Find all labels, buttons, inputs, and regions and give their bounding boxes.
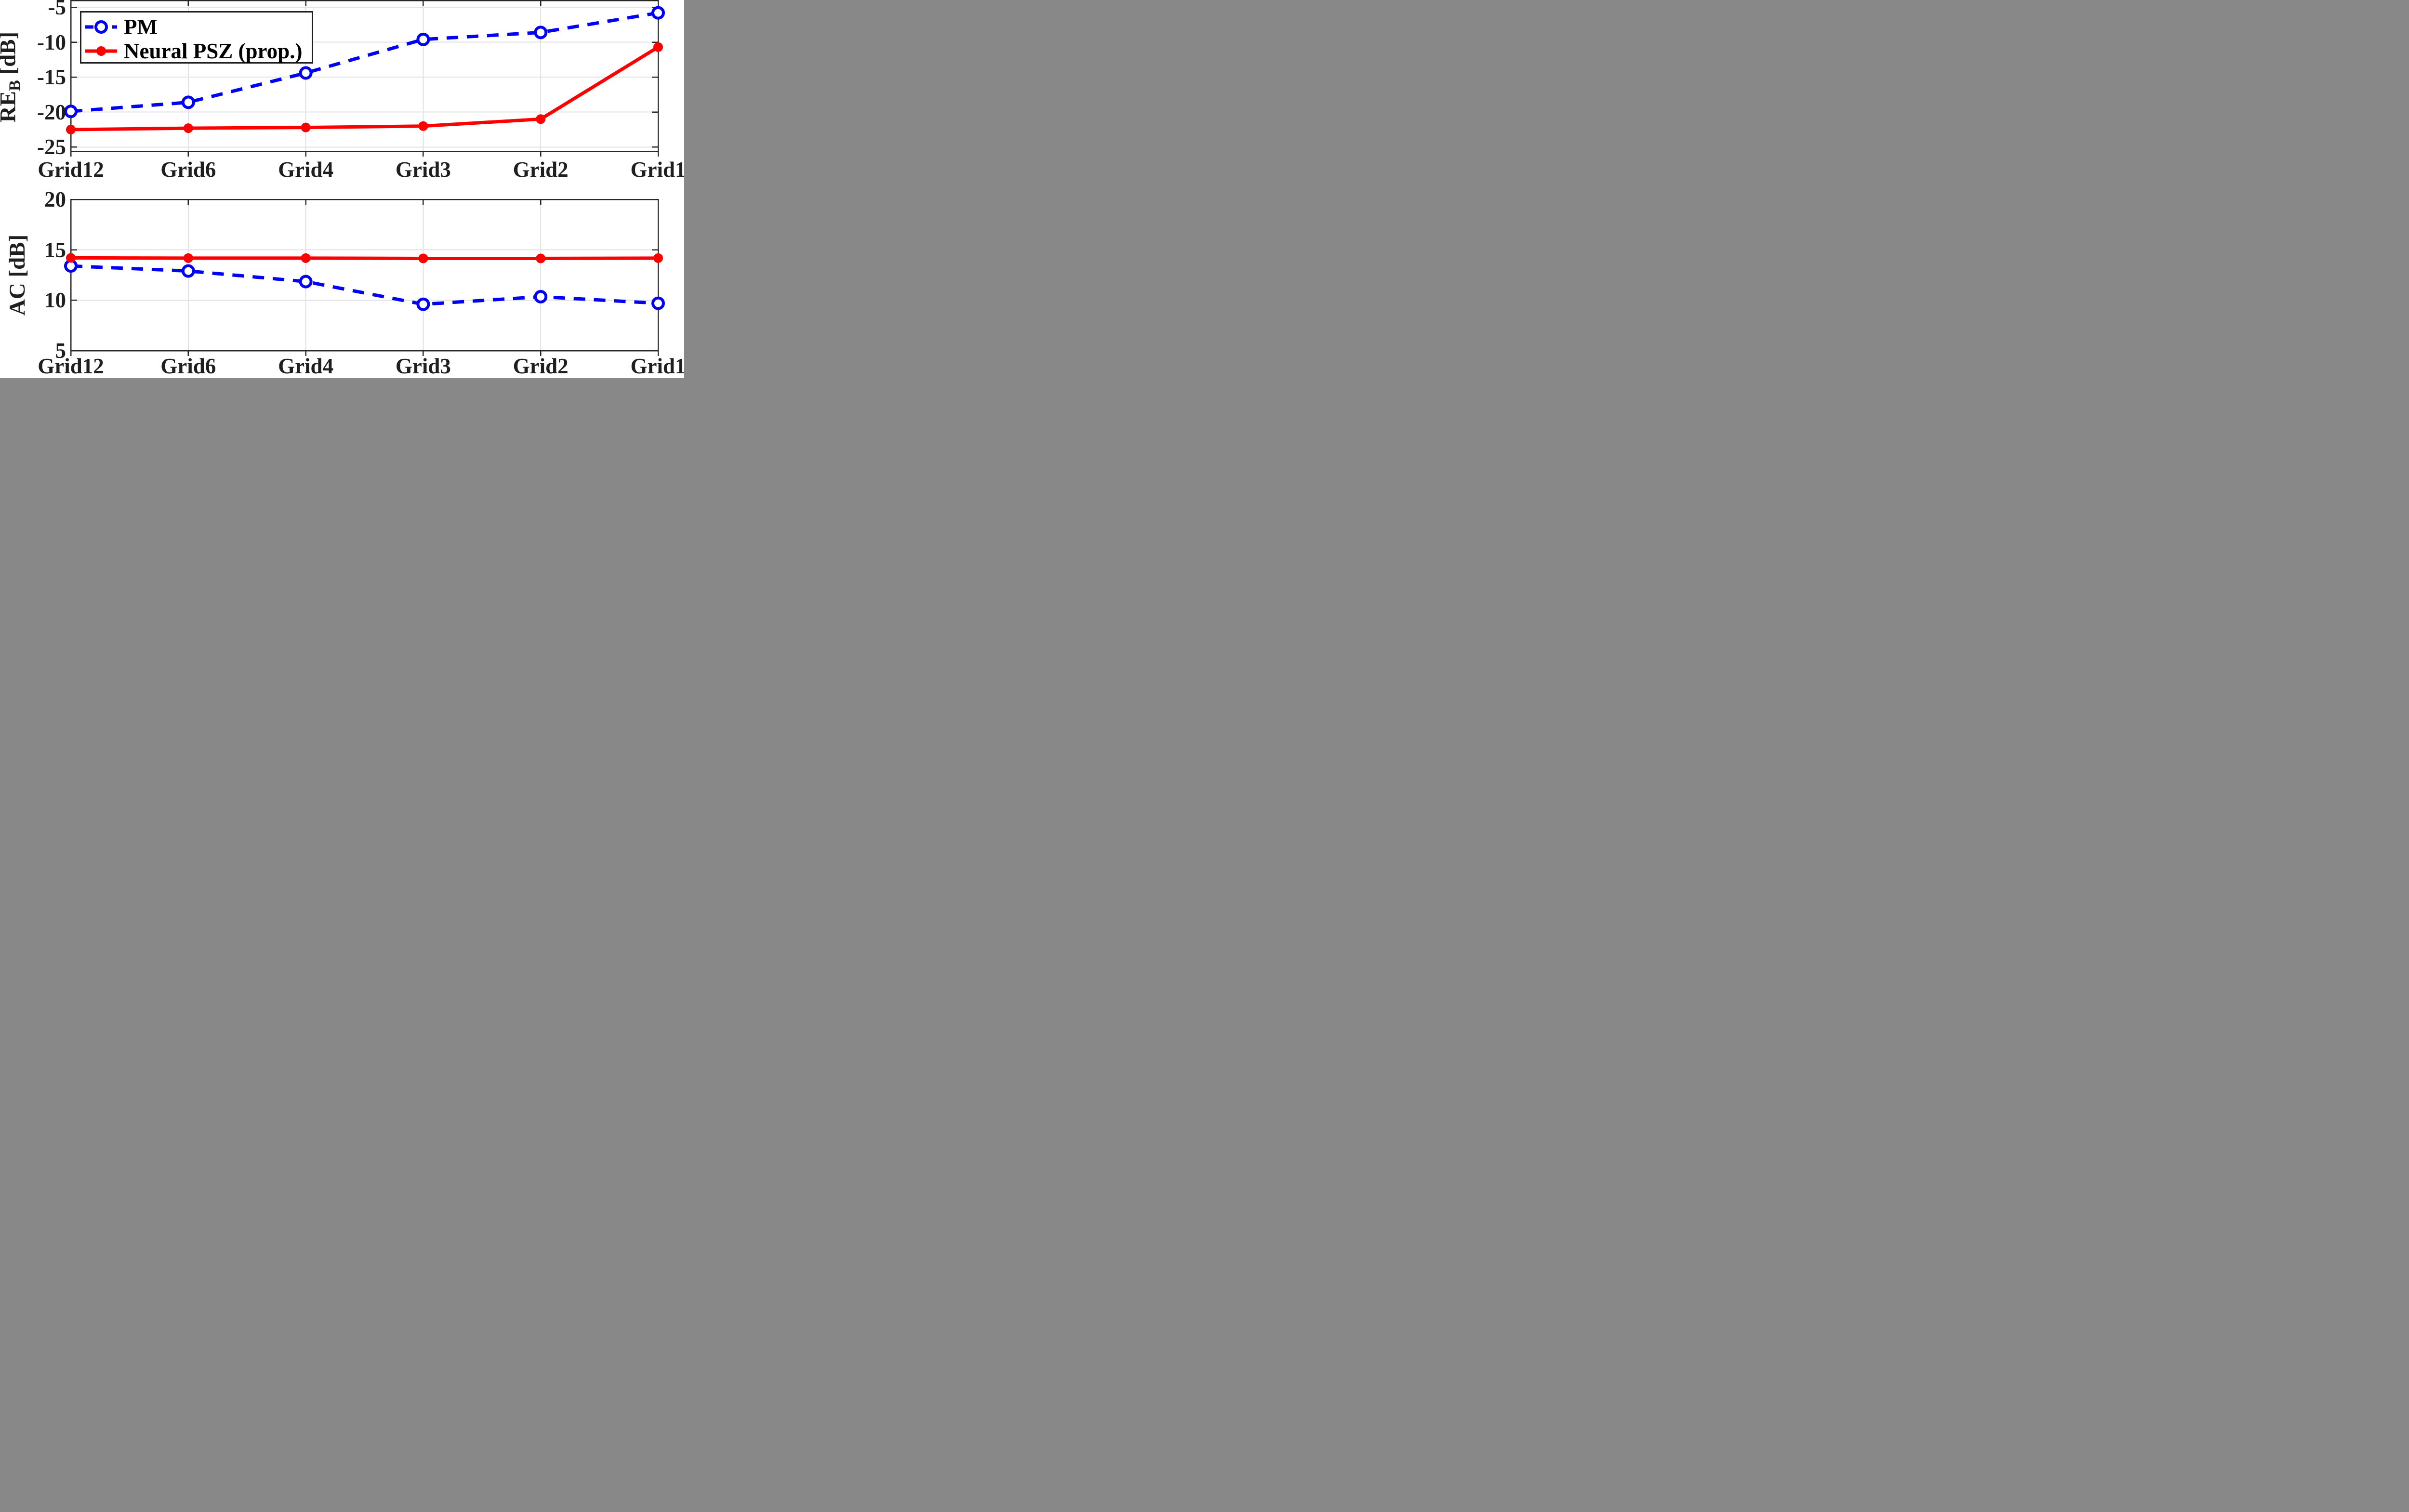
- top-plot-pm-open-circle-marker: [181, 95, 195, 109]
- top-plot-axes-box: [70, 0, 659, 152]
- bottom-plot-neural-psz-filled-circle-marker: [418, 253, 428, 263]
- bottom-plot-y-tick-label: 10: [44, 288, 66, 313]
- neural-psz-legend-sample: [85, 46, 117, 56]
- bottom-plot-pm-open-circle-marker: [651, 296, 665, 310]
- bottom-plot-neural-psz-filled-circle-marker: [536, 253, 546, 263]
- bottom-plot-y-tick-label: 20: [44, 187, 66, 211]
- top-plot-neural-psz-filled-circle-marker: [418, 121, 428, 131]
- figure-canvas: REB [dB] AC [dB] PM Neural PSZ (prop.) -…: [0, 0, 684, 378]
- top-plot-neural-psz-filled-circle-marker: [653, 42, 663, 52]
- top-plot-pm-open-circle-marker: [64, 105, 78, 118]
- top-plot-pm-open-circle-marker: [651, 6, 665, 20]
- bottom-plot-pm-open-circle-marker: [181, 264, 195, 278]
- top-plot-x-tick-label: Grid1: [630, 158, 684, 182]
- top-plot-pm-open-circle-marker: [299, 66, 313, 80]
- top-plot-x-tick-label: Grid12: [38, 158, 104, 182]
- bottom-plot-neural-psz-filled-circle-marker: [66, 253, 76, 263]
- bottom-plot-x-tick-label: Grid2: [513, 354, 569, 378]
- bottom-plot-x-tick-label: Grid6: [160, 354, 216, 378]
- legend-item-pm: PM: [81, 15, 312, 39]
- bottom-plot-y-tick-label: 15: [44, 237, 66, 262]
- top-plot-x-tick-label: Grid4: [278, 158, 334, 182]
- bottom-plot-pm-open-circle-marker: [299, 275, 313, 289]
- bottom-plot-neural-psz-filled-circle-marker: [301, 253, 311, 263]
- bottom-plot-x-tick-label: Grid4: [278, 354, 334, 378]
- top-plot-neural-psz-filled-circle-marker: [183, 123, 193, 133]
- top-plot-x-tick-label: Grid6: [160, 158, 216, 182]
- bottom-plot-x-tick-label: Grid3: [395, 354, 451, 378]
- bottom-plot-axes-box: [70, 198, 659, 352]
- top-plot-y-tick-label: -20: [37, 100, 66, 124]
- bottom-plot-pm-open-circle-marker: [534, 290, 548, 304]
- legend-label-pm: PM: [124, 15, 158, 39]
- pm-legend-sample: [85, 20, 117, 34]
- top-plot-y-tick-label: -10: [37, 30, 66, 54]
- top-plot-pm-open-circle-marker: [534, 26, 548, 39]
- top-plot-neural-psz-filled-circle-marker: [66, 125, 76, 135]
- bottom-plot-pm-open-circle-marker: [416, 297, 430, 311]
- top-plot-x-tick-label: Grid3: [395, 158, 451, 182]
- bottom-plot-x-tick-label: Grid12: [38, 354, 104, 378]
- bottom-plot-y-tick-label: 5: [55, 339, 66, 363]
- bottom-plot-neural-psz-filled-circle-marker: [183, 253, 193, 263]
- bottom-plot-x-tick-label: Grid1: [630, 354, 684, 378]
- pm-legend-open-circle-marker: [94, 20, 108, 34]
- neural-psz-legend-filled-circle-marker: [96, 46, 106, 56]
- top-plot-x-tick-label: Grid2: [513, 158, 569, 182]
- top-plot-y-tick-label: -15: [37, 65, 66, 90]
- bottom-plot-neural-psz-filled-circle-marker: [653, 253, 663, 263]
- top-plot-neural-psz-line: [70, 45, 659, 131]
- top-plot-y-tick-label: -25: [37, 135, 66, 159]
- legend-label-neural-psz: Neural PSZ (prop.): [124, 39, 303, 63]
- top-plot-y-tick-label: -5: [48, 0, 66, 20]
- legend-item-neural-psz: Neural PSZ (prop.): [81, 39, 312, 63]
- top-plot-neural-psz-filled-circle-marker: [536, 114, 546, 124]
- top-plot-neural-psz-filled-circle-marker: [301, 122, 311, 132]
- legend: PM Neural PSZ (prop.): [80, 11, 313, 64]
- top-plot-pm-open-circle-marker: [416, 32, 430, 46]
- bottom-plot-pm-line: [70, 264, 659, 306]
